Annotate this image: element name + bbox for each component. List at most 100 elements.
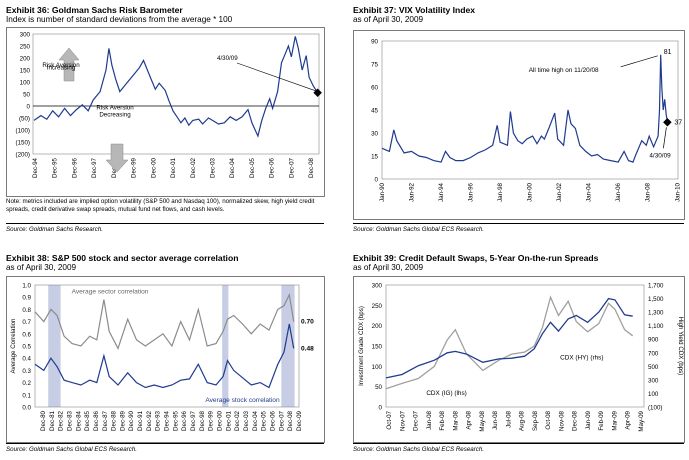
y-tick-label-right: 1,100	[648, 323, 664, 330]
exhibit-36-note: Note: metrics included are implied optio…	[6, 198, 315, 213]
x-tick-label: Dec-08	[572, 410, 579, 431]
x-tick-label: Dec-86	[93, 410, 100, 431]
annotation-value: 0.48	[301, 345, 314, 352]
annotation-label: All time high on 11/20/08	[529, 67, 599, 74]
x-tick-label: Aug-08	[519, 410, 526, 431]
y-tick-label: (100)	[16, 128, 30, 135]
exhibit-37-panel: Exhibit 37: VIX Volatility Index as of A…	[353, 5, 685, 233]
x-tick-label: Dec-92	[146, 410, 153, 431]
x-tick-label: Dec-08	[287, 410, 294, 431]
y-tick-label-right: 1,300	[648, 310, 664, 317]
x-tick-label: Dec-02	[190, 157, 197, 178]
y-tick-label: 30	[371, 131, 378, 138]
x-tick-label: Dec-89	[119, 410, 126, 431]
plot-area	[385, 284, 645, 408]
x-tick-label: Jan-09	[585, 410, 592, 429]
x-tick-label: Apr-09	[625, 410, 632, 429]
x-tick-label: Sep-08	[532, 410, 539, 431]
y-tick-label: (200)	[16, 152, 30, 159]
exhibit-36-panel: Exhibit 36: Goldman Sachs Risk Barometer…	[6, 5, 325, 233]
x-tick-label: Dec-03	[209, 157, 216, 178]
y-tick-label-left: 300	[372, 283, 383, 290]
y-tick-label-left: 50	[375, 384, 382, 391]
x-tick-label: Oct-08	[545, 410, 552, 429]
exhibit-36-rule	[6, 223, 324, 224]
x-tick-label: Dec-05	[249, 157, 256, 178]
x-tick-label: Jan-92	[409, 182, 416, 201]
x-tick-label: Dec-04	[252, 410, 259, 431]
x-tick-label: Dec-04	[229, 157, 236, 178]
y-tick-label-right: 500	[648, 364, 659, 371]
y-tick-label-right: 1,700	[648, 283, 664, 290]
exhibit-37-frame: 90 75 60 45 30 15 0 Jan-90 Jan-92 Jan-94 Jan-96 Jan…	[353, 30, 685, 220]
exhibit-39-title: Exhibit 39: Credit Default Swaps, 5-Year…	[353, 253, 599, 263]
series-line	[33, 36, 319, 138]
x-tick-label: Jan-00	[527, 182, 534, 201]
y-tick-label-left: 200	[372, 323, 383, 330]
y-axis-label-left: Investment Grade CDX (bps)	[358, 306, 365, 386]
x-tick-label: Jan-02	[556, 182, 563, 201]
annotation-label: Decreasing	[99, 111, 131, 118]
y-tick-label: 200	[20, 56, 31, 63]
x-tick-label: Dec-81	[49, 410, 56, 431]
exhibit-37-rule	[353, 223, 684, 224]
x-tick-label: Dec-87	[102, 410, 109, 431]
annotation-leader	[620, 55, 658, 68]
annotation-date: 4/30/09	[217, 55, 238, 62]
annotation-label: Increasing	[47, 65, 76, 72]
exhibit-36-title: Exhibit 36: Goldman Sachs Risk Barometer	[6, 5, 183, 15]
exhibit-38-title: Exhibit 38: S&P 500 stock and sector ave…	[6, 253, 239, 263]
x-tick-label: Dec-05	[261, 410, 268, 431]
y-tick-label-right: (100)	[648, 405, 662, 412]
x-tick-label: Dec-85	[84, 410, 91, 431]
x-tick-label: Dec-80	[40, 410, 47, 431]
y-axis-label-right: High Yield CDX (bps)	[677, 317, 684, 375]
annotation-value: 81	[664, 49, 672, 56]
series-label: CDX (IG) (lhs)	[426, 390, 466, 397]
y-tick-label: 0.4	[22, 356, 31, 363]
y-tick-label: 90	[371, 39, 378, 46]
x-tick-label: Dec-03	[243, 410, 250, 431]
x-tick-label: Dec-96	[71, 157, 78, 178]
annotation-leader	[236, 62, 316, 92]
x-tick-label: Jan-08	[645, 182, 652, 201]
x-tick-label: Dec-02	[234, 410, 241, 431]
x-tick-label: Dec-83	[66, 410, 73, 431]
y-tick-label-right: 700	[648, 350, 659, 357]
exhibit-39-frame: 300 250 200 150 100 50 0 1,700 1,500 1,300 1,100 90…	[353, 276, 685, 443]
x-tick-label: Dec-06	[269, 157, 276, 178]
annotation-value: 0.70	[301, 319, 314, 326]
shaded-period	[222, 285, 229, 407]
series-line	[381, 54, 668, 163]
series-label: Average sector correlation	[72, 289, 149, 296]
x-tick-label: Nov-07	[399, 410, 406, 431]
exhibit-39-source: Source: Goldman Sachs Global ECS Researc…	[353, 446, 485, 453]
y-tick-label-left: 100	[372, 364, 383, 371]
x-tick-label: Jan-10	[674, 182, 681, 201]
x-tick-label: Dec-00	[217, 410, 224, 431]
x-tick-label: May-09	[638, 410, 645, 431]
x-tick-label: Jul-08	[505, 410, 512, 427]
plot-area	[34, 284, 300, 408]
y-tick-label: 250	[20, 44, 31, 51]
x-tick-label: Dec-95	[172, 410, 179, 431]
annotation-date: 4/30/09	[649, 152, 671, 159]
x-tick-label: Nov-08	[558, 410, 565, 431]
arrow-up-icon	[58, 47, 80, 82]
y-tick-label: 1.0	[22, 283, 31, 290]
x-tick-label: Dec-97	[91, 157, 98, 178]
x-tick-label: Dec-00	[150, 157, 157, 178]
x-tick-label: Dec-07	[278, 410, 285, 431]
plot-area	[381, 40, 679, 180]
y-tick-label-left: 150	[372, 344, 383, 351]
shaded-period	[281, 285, 295, 407]
y-tick-label: 0.7	[22, 319, 31, 326]
y-tick-label-right: 1,500	[648, 296, 664, 303]
annotation-label: Risk Aversion	[42, 62, 80, 69]
x-tick-label: Dec-08	[308, 157, 315, 178]
x-tick-label: Dec-96	[181, 410, 188, 431]
exhibit-36-source: Source: Goldman Sachs Research.	[6, 226, 103, 233]
last-point-marker	[313, 88, 322, 98]
x-tick-label: Mar-08	[452, 410, 459, 430]
exhibit-38-source: Source: Goldman Sachs Global ECS Researc…	[6, 446, 138, 453]
